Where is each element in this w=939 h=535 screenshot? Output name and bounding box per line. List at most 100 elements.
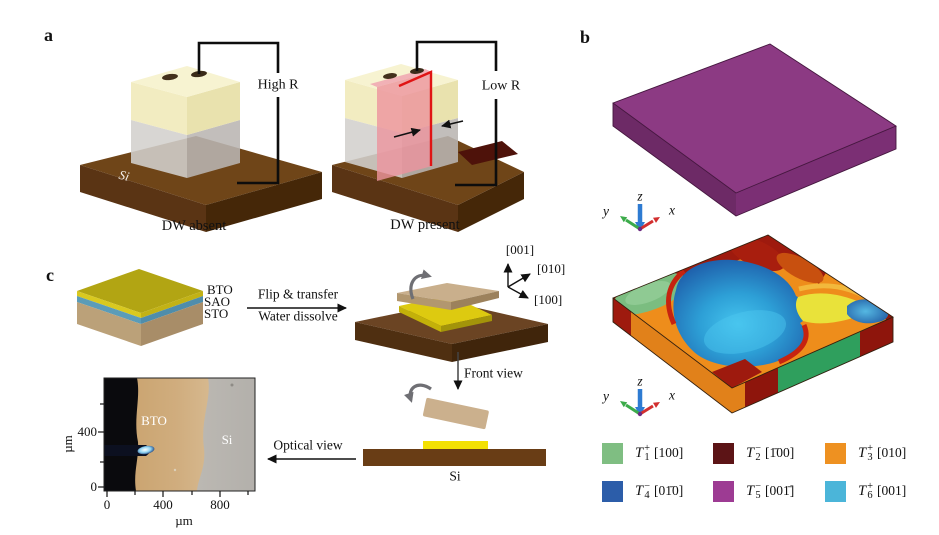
legend-sup: −: [755, 443, 761, 454]
multidomain-slab: [612, 234, 894, 414]
device-dw-present: [332, 40, 524, 232]
legend-symbol: T: [858, 444, 867, 461]
domain-wall: [398, 70, 433, 166]
panel-label-b: b: [580, 27, 591, 47]
legend-sup: −: [755, 481, 761, 492]
si-frontview-label: Si: [449, 468, 461, 484]
flip-arrow: [409, 269, 432, 300]
high-r-label: High R: [255, 77, 301, 93]
legend-direction: [1̄00]: [765, 445, 795, 460]
legend-sup: +: [867, 481, 873, 492]
legend-symbol: T: [746, 444, 755, 461]
bto-sao-sto-stack: [77, 269, 203, 346]
single-domain-slab: [612, 43, 897, 217]
process-step-1: Flip & transfer: [257, 286, 339, 302]
legend-symbol: T: [635, 444, 644, 461]
panel-label-c: c: [46, 265, 54, 285]
probe-glint: [137, 445, 155, 455]
legend-direction: [01̄0]: [654, 483, 684, 498]
axis-triad-top: [620, 204, 660, 232]
flipped-membrane: [404, 383, 489, 430]
legend-direction: [100]: [654, 445, 684, 460]
circuit-wire: [415, 40, 498, 187]
y-arrowhead: [620, 216, 628, 223]
legend-direction: [001]: [877, 483, 907, 498]
low-r-label: Low R: [479, 78, 523, 94]
device-dw-absent: [80, 41, 322, 232]
legend-swatch: [602, 442, 623, 464]
x-arrowhead: [653, 217, 660, 223]
legend-sub: 4: [644, 490, 650, 501]
y-axis-unit: µm: [59, 435, 75, 453]
layer-label-sao: SAO: [204, 294, 231, 309]
legend-swatch: [825, 442, 846, 464]
optical-micrograph: [98, 377, 256, 497]
legend-item: T +1 [100]: [602, 442, 683, 464]
axis-ticks: [98, 403, 249, 497]
legend-sub: 1: [644, 452, 650, 463]
crystal-axis-100-label: [100]: [534, 291, 563, 307]
crystal-axis-010-label: [010]: [537, 260, 566, 276]
z-arrowhead: [635, 407, 645, 416]
legend-direction: [010]: [877, 445, 907, 460]
legend-sub: 5: [755, 490, 761, 501]
probe-tip: [104, 445, 150, 456]
x-axis-unit: µm: [175, 512, 193, 528]
si-bar: [363, 449, 546, 466]
y-tick-400: 400: [77, 423, 98, 439]
ferroelectric-cube: [131, 66, 240, 178]
caption-dw-present: DW present: [390, 217, 460, 234]
x-tick-0: 0: [103, 496, 111, 512]
legend-sub: 2: [755, 452, 761, 463]
circuit-wire: [197, 41, 280, 185]
y-tick-0: 0: [90, 478, 98, 494]
legend-swatch: [713, 480, 734, 502]
domain-pattern: [613, 235, 893, 388]
legend-item: T −5 [001̄]: [713, 480, 794, 502]
flip-assembly: [355, 269, 548, 362]
legend-direction: [001̄]: [765, 483, 795, 498]
micrograph-si-label: Si: [221, 431, 233, 447]
axis-x-label: x: [669, 387, 675, 403]
y-arrowhead: [620, 401, 628, 408]
legend-symbol: T: [635, 482, 644, 499]
legend-symbol: T: [746, 482, 755, 499]
axis-z-label: z: [637, 373, 643, 389]
caption-dw-absent: DW absent: [161, 218, 227, 235]
x-tick-800: 800: [210, 496, 230, 512]
dw-arrow-right: [441, 119, 464, 129]
front-view-label: Front view: [464, 365, 523, 381]
layer-label-sto: STO: [204, 306, 229, 321]
legend-item: T +3 [010]: [825, 442, 906, 464]
optical-view-label: Optical view: [273, 437, 343, 453]
flip-arrow: [404, 383, 432, 403]
legend-swatch: [713, 442, 734, 464]
legend-item: T −2 [1̄00]: [713, 442, 794, 464]
legend-sub: 3: [867, 452, 873, 463]
z-arrowhead: [635, 222, 645, 231]
electrode: [383, 73, 397, 79]
si-front-view: [363, 441, 546, 466]
micrograph-bto-label: BTO: [141, 412, 167, 428]
layer-label-bto: BTO: [207, 282, 233, 297]
dw-arrow-left: [393, 127, 421, 138]
x-arrowhead: [653, 402, 660, 408]
axis-z-label: z: [637, 188, 643, 204]
legend-sub: 6: [867, 490, 873, 501]
x-tick-400: 400: [153, 496, 173, 512]
legend-item: T −4 [01̄0]: [602, 480, 683, 502]
legend-sup: −: [644, 481, 650, 492]
legend-swatch: [825, 480, 846, 502]
dw-reflection: [458, 141, 518, 165]
crystal-axes: [503, 263, 531, 299]
process-step-2: Water dissolve: [258, 308, 338, 324]
bto-layer: [423, 441, 488, 450]
legend-symbol: T: [858, 482, 867, 499]
legend-sup: +: [644, 443, 650, 454]
legend-sup: +: [867, 443, 873, 454]
legend-item: T +6 [001]: [825, 480, 906, 502]
electrode: [162, 73, 178, 81]
axis-x-label: x: [669, 202, 675, 218]
